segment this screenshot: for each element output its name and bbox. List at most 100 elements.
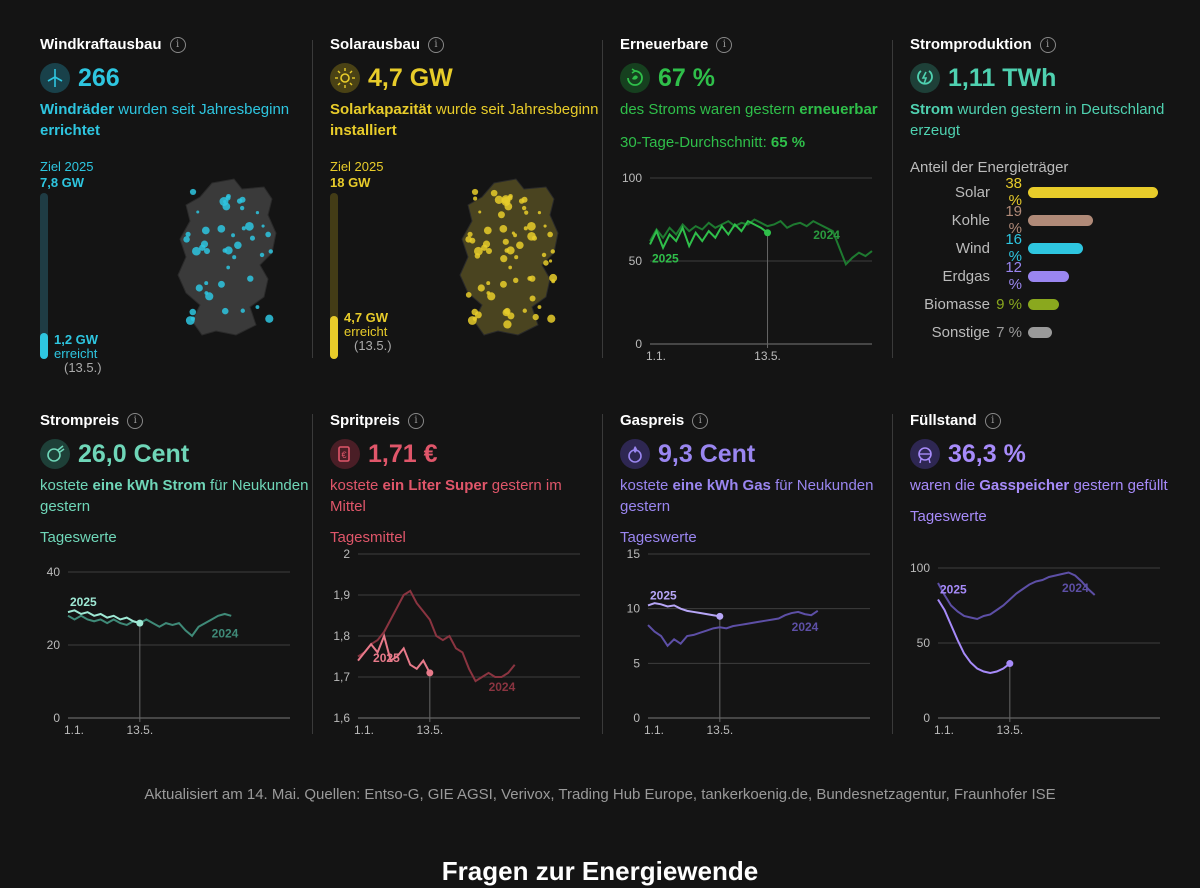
- current-value-dot: [716, 612, 724, 620]
- y-tick-label: 1,9: [333, 588, 350, 602]
- solar-desc-strong: Solarkapazität: [330, 101, 432, 118]
- solar-reached-label: erreicht: [344, 324, 388, 339]
- gas-value: 9,3 Cent: [658, 439, 756, 468]
- map-marker: [225, 195, 231, 201]
- x-tick-label: 1.1.: [644, 723, 664, 737]
- wind-goal-value: 7,8 GW: [40, 175, 85, 190]
- map-marker: [467, 231, 473, 237]
- fuell-chart: 0 50 100 1.1. 13.5. 2025 2024: [910, 561, 1160, 737]
- map-marker: [196, 210, 200, 214]
- share-row: Erdgas 12 %: [910, 259, 1180, 293]
- fuell-sub: Tageswerte: [910, 508, 987, 525]
- map-marker: [471, 188, 479, 196]
- map-marker: [472, 316, 478, 321]
- map-marker: [239, 205, 245, 211]
- gas-desc-strong: eine kWh Gas: [672, 477, 771, 494]
- map-marker: [240, 308, 245, 313]
- map-marker: [192, 246, 201, 256]
- column-separator: [312, 40, 313, 358]
- solar-panel: Solarausbau i 4,7 GW Solarkapazität wurde…: [330, 36, 600, 385]
- wind-desc: wurden seit Jahresbeginn: [114, 101, 290, 118]
- current-value-dot: [1006, 660, 1014, 668]
- solar-goal-value: 18 GW: [330, 175, 371, 190]
- y-tick-label: 1,6: [333, 711, 350, 725]
- series-label: 2025: [70, 595, 97, 609]
- map-marker: [465, 292, 472, 298]
- y-tick-label: 0: [53, 711, 60, 725]
- map-marker: [231, 233, 236, 238]
- x-tick-label: 13.5.: [754, 349, 781, 363]
- sprit-chart: 1,6 1,7 1,8 1,9 2 1.1. 13.5. 2025 2024: [333, 547, 580, 737]
- series-label: 2024: [489, 680, 516, 694]
- share-value: 19 %: [1005, 203, 1022, 237]
- sprit-sub: Tagesmittel: [330, 529, 406, 546]
- x-tick-label: 1.1.: [646, 349, 666, 363]
- series-label: 2025: [652, 251, 679, 265]
- info-icon[interactable]: i: [984, 412, 1001, 429]
- map-marker: [513, 277, 519, 283]
- map-marker: [502, 238, 509, 245]
- info-icon[interactable]: i: [169, 36, 186, 53]
- germany-wind-map: [177, 178, 277, 336]
- share-bar: [1028, 186, 1158, 198]
- strom-title: Stromproduktion: [910, 36, 1032, 53]
- y-tick-label: 50: [917, 636, 931, 650]
- current-value-dot: [764, 229, 772, 237]
- map-marker: [190, 316, 196, 321]
- solar-desc-strong: installiert: [330, 122, 397, 139]
- map-marker: [232, 255, 237, 260]
- map-marker: [204, 281, 209, 286]
- map-marker: [477, 284, 485, 292]
- map-marker: [221, 307, 229, 315]
- series-2024-line: [357, 589, 516, 683]
- share-row: Biomasse 9 %: [910, 290, 1180, 318]
- map-marker: [217, 224, 226, 233]
- info-icon[interactable]: i: [408, 412, 425, 429]
- map-marker: [524, 210, 529, 215]
- map-marker: [511, 231, 515, 235]
- wind-desc-strong: Windräder: [40, 101, 115, 118]
- renew-panel: Erneuerbare i 67 % des Stroms waren geste…: [620, 36, 890, 151]
- map-marker: [195, 284, 203, 292]
- wind-reached-label: erreicht: [54, 346, 98, 361]
- map-marker: [486, 281, 491, 286]
- column-separator: [602, 40, 603, 358]
- wind-reached-date: (13.5.): [64, 360, 102, 375]
- y-tick-label: 1,7: [333, 670, 350, 684]
- share-bar: [1028, 270, 1070, 282]
- map-marker: [527, 231, 536, 241]
- info-icon[interactable]: i: [716, 36, 733, 53]
- wind-title: Windkraftausbau: [40, 36, 162, 53]
- map-marker: [547, 314, 556, 323]
- renew-avg-label: 30-Tage-Durchschnitt:: [620, 134, 771, 151]
- x-tick-label: 13.5.: [416, 723, 443, 737]
- map-marker: [185, 231, 191, 237]
- sun-icon: [330, 63, 360, 93]
- map-marker: [549, 273, 558, 282]
- info-icon[interactable]: i: [127, 412, 144, 429]
- renew-desc: des Stroms waren gestern: [620, 101, 800, 118]
- map-marker: [236, 198, 243, 204]
- solar-desc: wurde seit Jahresbeginn: [431, 101, 599, 118]
- info-icon[interactable]: i: [692, 412, 709, 429]
- map-marker: [189, 188, 197, 196]
- map-marker: [532, 313, 539, 321]
- share-row: Sonstige 7 %: [910, 318, 1180, 346]
- y-tick-label: 10: [627, 602, 641, 616]
- map-marker: [474, 253, 481, 259]
- y-tick-label: 0: [633, 711, 640, 725]
- map-marker: [500, 255, 508, 263]
- info-icon[interactable]: i: [428, 36, 445, 53]
- info-icon[interactable]: i: [1039, 36, 1056, 53]
- y-tick-label: 0: [923, 711, 930, 725]
- map-marker: [497, 211, 505, 219]
- y-tick-label: 2: [343, 547, 350, 561]
- renew-chart: 0 50 100 1.1. 13.5. 2025 2024: [622, 171, 873, 363]
- share-value: 16 %: [1005, 231, 1022, 265]
- map-marker: [218, 280, 225, 288]
- y-tick-label: 20: [47, 638, 61, 652]
- map-marker: [499, 224, 508, 233]
- solar-goal-label: Ziel 2025: [330, 159, 384, 174]
- strom-value: 1,11 TWh: [948, 63, 1057, 92]
- gas-tank-icon: [910, 439, 940, 469]
